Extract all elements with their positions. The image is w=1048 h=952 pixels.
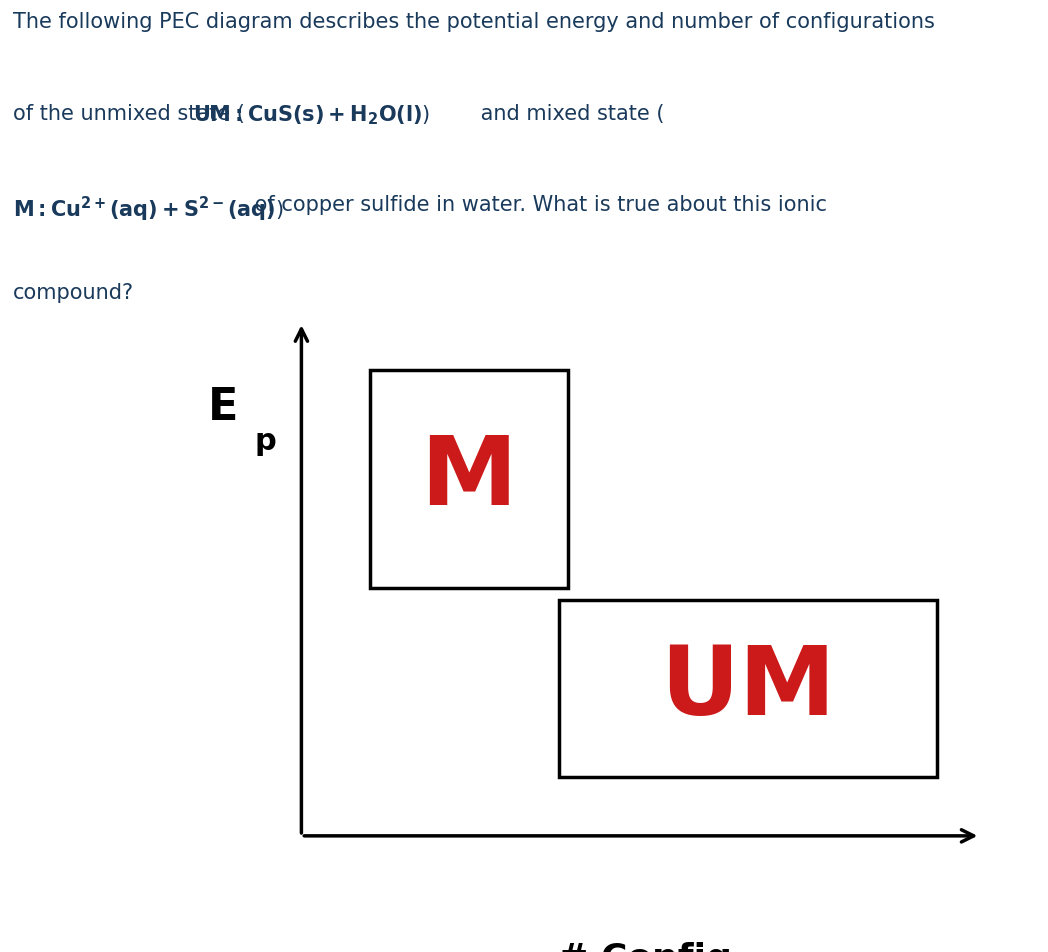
Text: $\mathbf{M : Cu^{2+}(aq) + S^{2-}(aq)}$): $\mathbf{M : Cu^{2+}(aq) + S^{2-}(aq)}$) bbox=[13, 195, 283, 224]
Bar bbox=[370, 369, 568, 588]
Text: compound?: compound? bbox=[13, 284, 134, 304]
Text: of copper sulfide in water. What is true about this ionic: of copper sulfide in water. What is true… bbox=[248, 195, 827, 215]
Text: $\mathbf{E}$: $\mathbf{E}$ bbox=[206, 386, 236, 428]
Text: # Config: # Config bbox=[559, 942, 733, 952]
Text: $\mathbf{p}$: $\mathbf{p}$ bbox=[254, 429, 277, 458]
Bar bbox=[560, 600, 937, 777]
Text: $\mathbf{UM : CuS(s) + H_2O(l)}$): $\mathbf{UM : CuS(s) + H_2O(l)}$) bbox=[193, 104, 430, 128]
Text: M: M bbox=[420, 432, 518, 526]
Text: of the unmixed state (: of the unmixed state ( bbox=[13, 104, 244, 124]
Text: The following PEC diagram describes the potential energy and number of configura: The following PEC diagram describes the … bbox=[13, 12, 935, 32]
Text: UM: UM bbox=[660, 642, 836, 735]
Text: and mixed state (: and mixed state ( bbox=[474, 104, 664, 124]
